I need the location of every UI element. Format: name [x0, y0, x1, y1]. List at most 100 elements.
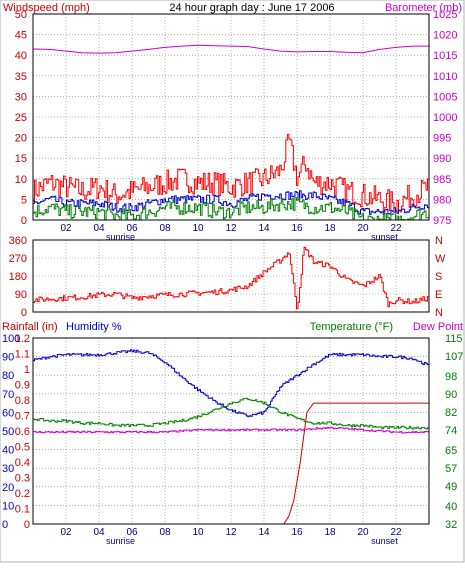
windspeed-tick-label: 30	[15, 91, 27, 103]
windspeed-tick-label: 15	[15, 153, 27, 165]
temperature-tick-label: 65	[445, 445, 457, 457]
rainfall-tick-label: 0.3	[15, 473, 30, 485]
rainfall-tick-label: 0.7	[15, 411, 30, 423]
temperature-tick-label: 32	[445, 519, 457, 531]
rainfall-tick-label: 0.8	[15, 395, 30, 407]
series-temperature	[33, 397, 430, 430]
panel1-frame	[32, 13, 430, 221]
temperature-tick-label: 82	[445, 407, 457, 419]
temperature-tick-label: 107	[445, 351, 463, 363]
chart-main-title: 24 hour graph day : June 17 2006	[169, 2, 334, 14]
rainfall-tick-label: 1.2	[15, 333, 30, 345]
panel1-series	[32, 44, 430, 221]
humidity-tick-label: 50	[2, 426, 14, 438]
rainfall-tick-label: 0.6	[15, 426, 30, 438]
panel1-sun-markers: sunrise sunset	[106, 232, 398, 242]
rainfall-tick-label: 0.2	[15, 488, 30, 500]
panel3-x-tick-label: 18	[324, 527, 336, 538]
rainfall-tick-label: 0.1	[15, 504, 30, 516]
barometer-tick-label: 1025	[433, 9, 457, 21]
panel1-x-ticks: 02 04 06 08 10 12 14 16 18 20 22	[60, 223, 402, 234]
series-wind_min	[33, 197, 430, 221]
windspeed-tick-label: 35	[15, 71, 27, 83]
panel3-x-tick-label: 22	[390, 527, 402, 538]
rainfall-tick-label: 0.4	[15, 457, 30, 469]
rainfall-tick-label: 1.1	[15, 349, 30, 361]
rainfall-axis-title: Rainfall (in)	[2, 321, 58, 333]
humidity-tick-label: 30	[2, 463, 14, 475]
rainfall-tick-label: 0.5	[15, 442, 30, 454]
direction-tick-label: 180	[9, 271, 27, 283]
panel1-x-tick-label: 20	[357, 223, 369, 234]
direction-tick-label: 270	[9, 253, 27, 265]
panel1-x-tick-label: 08	[159, 223, 171, 234]
panel3-x-tick-label: 20	[357, 527, 369, 538]
compass-label: S	[435, 271, 442, 283]
panel3-series	[33, 349, 430, 525]
temperature-tick-label: 74	[445, 425, 457, 437]
temperature-tick-label: 49	[445, 481, 457, 493]
panel3-x-tick-label: 04	[93, 527, 105, 538]
humidity-tick-label: 0	[2, 519, 8, 531]
compass-label: W	[435, 253, 446, 265]
humidity-axis-title: Humidity %	[66, 321, 122, 333]
windspeed-tick-label: 45	[15, 30, 27, 42]
temperature-tick-label: 98	[445, 371, 457, 383]
humidity-tick-label: 100	[2, 333, 20, 345]
series-direction	[33, 246, 430, 310]
humidity-tick-label: 40	[2, 445, 14, 457]
temperature-tick-label: 90	[445, 389, 457, 401]
windspeed-tick-label: 20	[15, 133, 27, 145]
temperature-axis-title: Temperature (°F)	[310, 321, 393, 333]
panel1-x-tick-label: 06	[126, 223, 138, 234]
panel2-left-ticks: 360 270 180 90 0	[9, 235, 27, 319]
panel1-x-tick-label: 14	[258, 223, 270, 234]
panel3-humidity-ticks: 0 10 20 30 40 50 60 70 80 90 100	[2, 333, 20, 531]
barometer-tick-label: 995	[433, 133, 451, 145]
panel3-temperature-ticks: 32 40 49 57 65 74 82 90 98 107 115	[445, 333, 463, 531]
windspeed-tick-label: 0	[21, 215, 27, 227]
panel3-x-tick-label: 08	[159, 527, 171, 538]
panel3-sun-markers: sunrise sunset	[106, 536, 398, 546]
series-dewpoint	[33, 426, 430, 434]
series-humidity	[33, 349, 430, 418]
rainfall-tick-label: 0.9	[15, 380, 30, 392]
panel2-series	[33, 246, 430, 310]
panel1-x-tick-label: 12	[225, 223, 237, 234]
panel3-x-tick-label: 12	[225, 527, 237, 538]
panel1-x-tick-label: 18	[324, 223, 336, 234]
panel1-left-ticks: 0 5 10 15 20 25 30 35 40 45 50	[15, 9, 27, 227]
barometer-tick-label: 975	[433, 215, 451, 227]
series-barometer	[32, 44, 429, 54]
humidity-tick-label: 90	[2, 352, 14, 364]
windspeed-tick-label: 25	[15, 112, 27, 124]
humidity-tick-label: 60	[2, 407, 14, 419]
panel3-grid	[33, 338, 429, 524]
panel1-marker-sunset: sunset	[371, 232, 398, 242]
barometer-tick-label: 1005	[433, 91, 457, 103]
series-wind_gust	[33, 133, 430, 213]
direction-tick-label: 90	[15, 289, 27, 301]
barometer-tick-label: 1010	[433, 71, 457, 83]
humidity-tick-label: 70	[2, 389, 14, 401]
humidity-tick-label: 10	[2, 500, 14, 512]
humidity-tick-label: 20	[2, 482, 14, 494]
windspeed-tick-label: 5	[21, 194, 27, 206]
barometer-tick-label: 980	[433, 194, 451, 206]
barometer-tick-label: 1000	[433, 112, 457, 124]
direction-tick-label: 0	[21, 307, 27, 319]
panel1-x-tick-label: 16	[291, 223, 303, 234]
temperature-tick-label: 115	[445, 333, 463, 345]
temperature-tick-label: 57	[445, 463, 457, 475]
panel1-x-tick-label: 02	[60, 223, 72, 234]
panel1-marker-sunrise: sunrise	[106, 232, 135, 242]
panel3-x-ticks: 02 04 06 08 10 12 14 16 18 20 22	[60, 527, 402, 538]
panel3-x-tick-label: 02	[60, 527, 72, 538]
panel3-marker-sunrise: sunrise	[106, 536, 135, 546]
series-wind_avg	[33, 190, 430, 215]
dewpoint-axis-title: Dew Point	[413, 321, 463, 333]
windspeed-tick-label: 10	[15, 174, 27, 186]
panel3-x-tick-label: 16	[291, 527, 303, 538]
panel1-x-tick-label: 04	[93, 223, 105, 234]
